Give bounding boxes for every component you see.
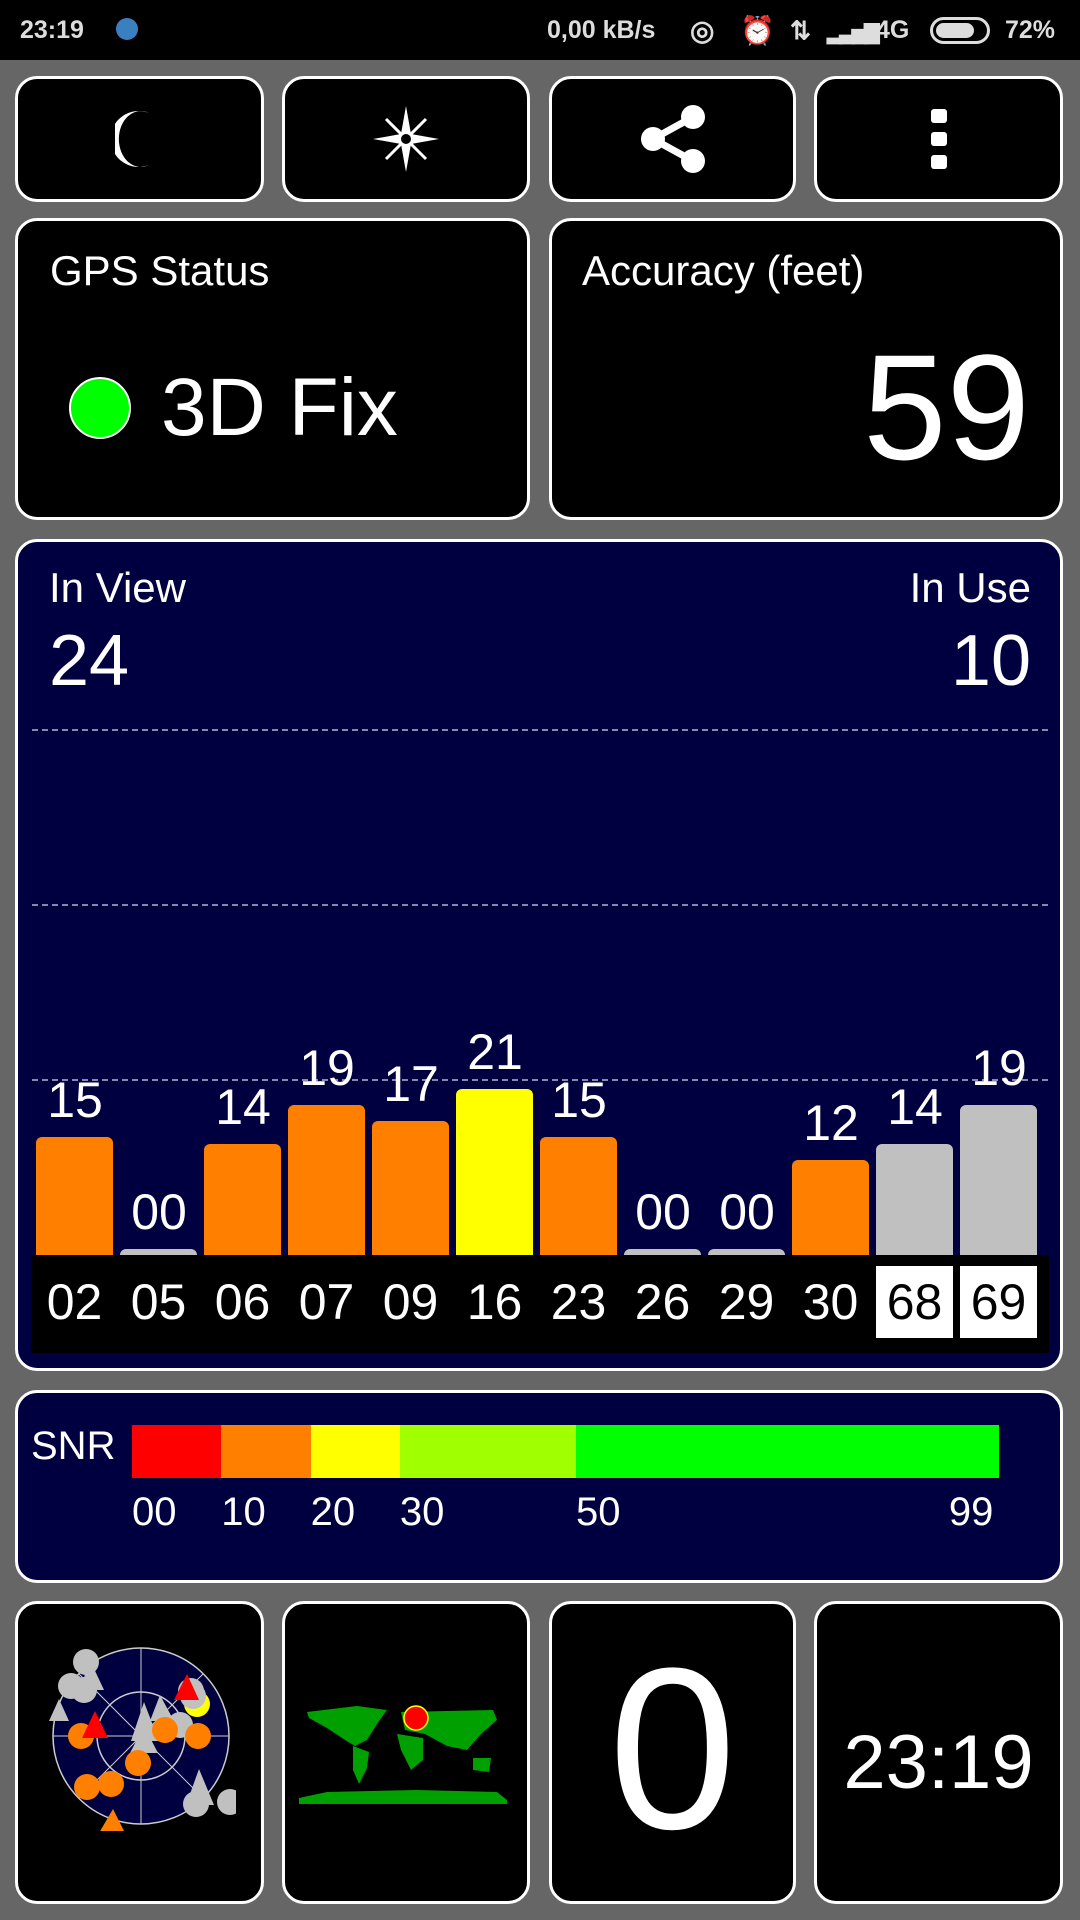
prn-label: 68 — [876, 1266, 953, 1338]
battery-percent: 72% — [1005, 16, 1056, 44]
prn-label: 07 — [298, 1274, 355, 1330]
grid-line — [32, 1079, 1048, 1081]
snr-tick-label: 50 — [576, 1490, 621, 1534]
signal-icon: ▂▃▅▇ — [827, 22, 880, 44]
bar-value-label: 15 — [47, 1071, 103, 1128]
accuracy-title: Accuracy (feet) — [582, 247, 865, 294]
night-mode-button[interactable] — [15, 76, 264, 202]
battery-icon — [930, 17, 990, 44]
share-button[interactable] — [549, 76, 796, 202]
clock-panel: 23:19 — [814, 1601, 1063, 1904]
bar-value-label: 00 — [131, 1184, 187, 1240]
snr-title: SNR — [31, 1424, 116, 1468]
prn-label: 09 — [382, 1274, 439, 1330]
snr-bar — [288, 1104, 365, 1255]
gps-status-panel: GPS Status 3D Fix — [15, 218, 530, 520]
snr-color-segment — [132, 1425, 222, 1478]
bar-value-label: 12 — [803, 1095, 859, 1152]
bar-value-label: 19 — [971, 1039, 1027, 1096]
accuracy-panel: Accuracy (feet) 59 — [549, 218, 1063, 520]
network-type: 4G — [876, 16, 910, 44]
more-vert-icon — [930, 109, 947, 169]
prn-label: 02 — [46, 1274, 103, 1330]
data-transfer-icon: ⇅ — [790, 17, 811, 45]
alarm-icon: ⏰ — [740, 15, 775, 46]
compass-button[interactable] — [282, 76, 530, 202]
share-icon — [640, 105, 705, 173]
prn-label: 23 — [550, 1274, 607, 1330]
prn-label: 30 — [802, 1274, 859, 1330]
prn-label: 16 — [466, 1274, 523, 1330]
snr-bar — [708, 1249, 785, 1255]
bar-value-label: 14 — [887, 1079, 943, 1136]
snr-bar — [372, 1120, 449, 1255]
accuracy-value: 59 — [863, 323, 1030, 491]
status-time: 23:19 — [20, 16, 84, 44]
snr-bar — [540, 1136, 617, 1255]
world-map-button[interactable] — [282, 1601, 530, 1904]
prn-label: 69 — [960, 1266, 1037, 1338]
in-view-label: In View — [49, 564, 186, 611]
bar-value-label: 00 — [635, 1184, 691, 1240]
snr-bar — [792, 1160, 869, 1255]
clock-value: 23:19 — [843, 1720, 1034, 1805]
app-notification-icon — [116, 18, 138, 40]
prn-label: 29 — [718, 1274, 775, 1330]
bar-value-label: 15 — [551, 1071, 607, 1128]
prn-label: 06 — [214, 1274, 271, 1330]
snr-bar — [120, 1249, 197, 1255]
fix-indicator-icon — [69, 377, 131, 439]
speed-panel: 0 — [549, 1601, 796, 1904]
gps-status-title: GPS Status — [50, 247, 270, 294]
sky-plot — [49, 1647, 236, 1831]
snr-color-segment — [399, 1425, 576, 1478]
snr-bar — [876, 1144, 953, 1255]
snr-bar — [960, 1104, 1037, 1255]
grid-line — [32, 729, 1048, 731]
network-speed: 0,00 kB/s — [547, 16, 656, 44]
bar-value-label: 19 — [299, 1039, 355, 1096]
grid-line — [32, 904, 1048, 906]
bar-value-label: 21 — [467, 1024, 523, 1081]
bar-value-label: 14 — [215, 1079, 271, 1136]
more-options-button[interactable] — [814, 76, 1063, 202]
snr-tick-label: 20 — [310, 1490, 356, 1534]
snr-tick-label: 99 — [948, 1490, 994, 1534]
snr-tick-label: 00 — [132, 1490, 177, 1534]
gps-status-value: 3D Fix — [161, 362, 398, 453]
speed-value: 0 — [608, 1620, 737, 1877]
snr-color-segment — [221, 1425, 311, 1478]
in-use-label: In Use — [909, 564, 1031, 611]
snr-color-segment — [310, 1425, 400, 1478]
bar-value-label: 17 — [383, 1055, 439, 1112]
snr-legend-panel — [15, 1390, 1063, 1583]
snr-tick-label: 30 — [399, 1490, 445, 1534]
compass-icon — [373, 106, 439, 172]
snr-color-segment — [576, 1425, 999, 1478]
snr-tick-label: 10 — [221, 1490, 266, 1534]
bar-value-label: 00 — [719, 1184, 775, 1240]
in-view-count: 24 — [49, 621, 130, 701]
snr-bar — [456, 1089, 533, 1255]
snr-bar — [624, 1249, 701, 1255]
world-map — [299, 1705, 507, 1804]
sky-plot-button[interactable] — [15, 1601, 264, 1904]
moon-icon — [114, 111, 149, 167]
in-use-count: 10 — [950, 621, 1031, 701]
snr-bar — [36, 1136, 113, 1255]
prn-label: 26 — [634, 1274, 691, 1330]
snr-bar — [204, 1144, 281, 1255]
prn-label: 05 — [130, 1274, 187, 1330]
status-bar: 23:19 0,00 kB/s ◎ ⏰ ⇅ ▂▃▅▇ 4G 72% — [0, 0, 1080, 60]
hotspot-icon: ◎ — [690, 15, 715, 46]
